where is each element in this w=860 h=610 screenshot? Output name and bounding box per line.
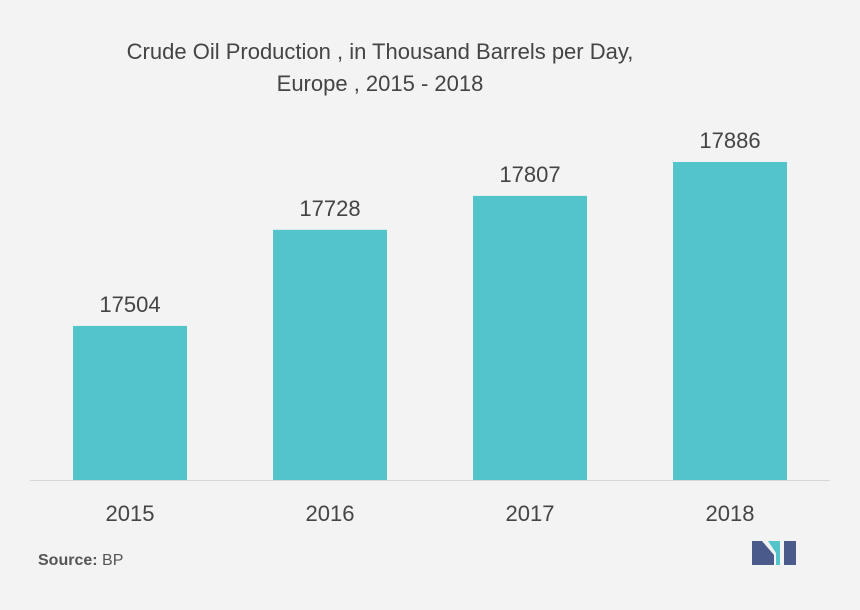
brand-logo-icon: [752, 541, 796, 565]
chart-title: Crude Oil Production , in Thousand Barre…: [0, 36, 760, 100]
x-tick-label-2016: 2016: [306, 501, 355, 526]
data-label-2016: 17728: [299, 196, 360, 221]
chart-title-line-2: Europe , 2015 - 2018: [276, 71, 484, 96]
bar-2016: [273, 229, 387, 480]
data-label-2017: 17807: [499, 162, 560, 187]
data-label-2015: 17504: [99, 292, 160, 317]
chart-title-line-1: Crude Oil Production , in Thousand Barre…: [126, 39, 634, 64]
bar-2017: [473, 195, 587, 480]
data-label-2018: 17886: [699, 128, 760, 153]
source-value: BP: [102, 552, 124, 569]
source-note: Source: BP: [38, 552, 123, 570]
x-tick-label-2017: 2017: [506, 501, 555, 526]
bar-2018: [673, 162, 787, 480]
bar-2015: [73, 325, 187, 480]
source-label: Source:: [38, 552, 98, 569]
x-tick-label-2015: 2015: [106, 501, 155, 526]
x-tick-label-2018: 2018: [706, 501, 755, 526]
